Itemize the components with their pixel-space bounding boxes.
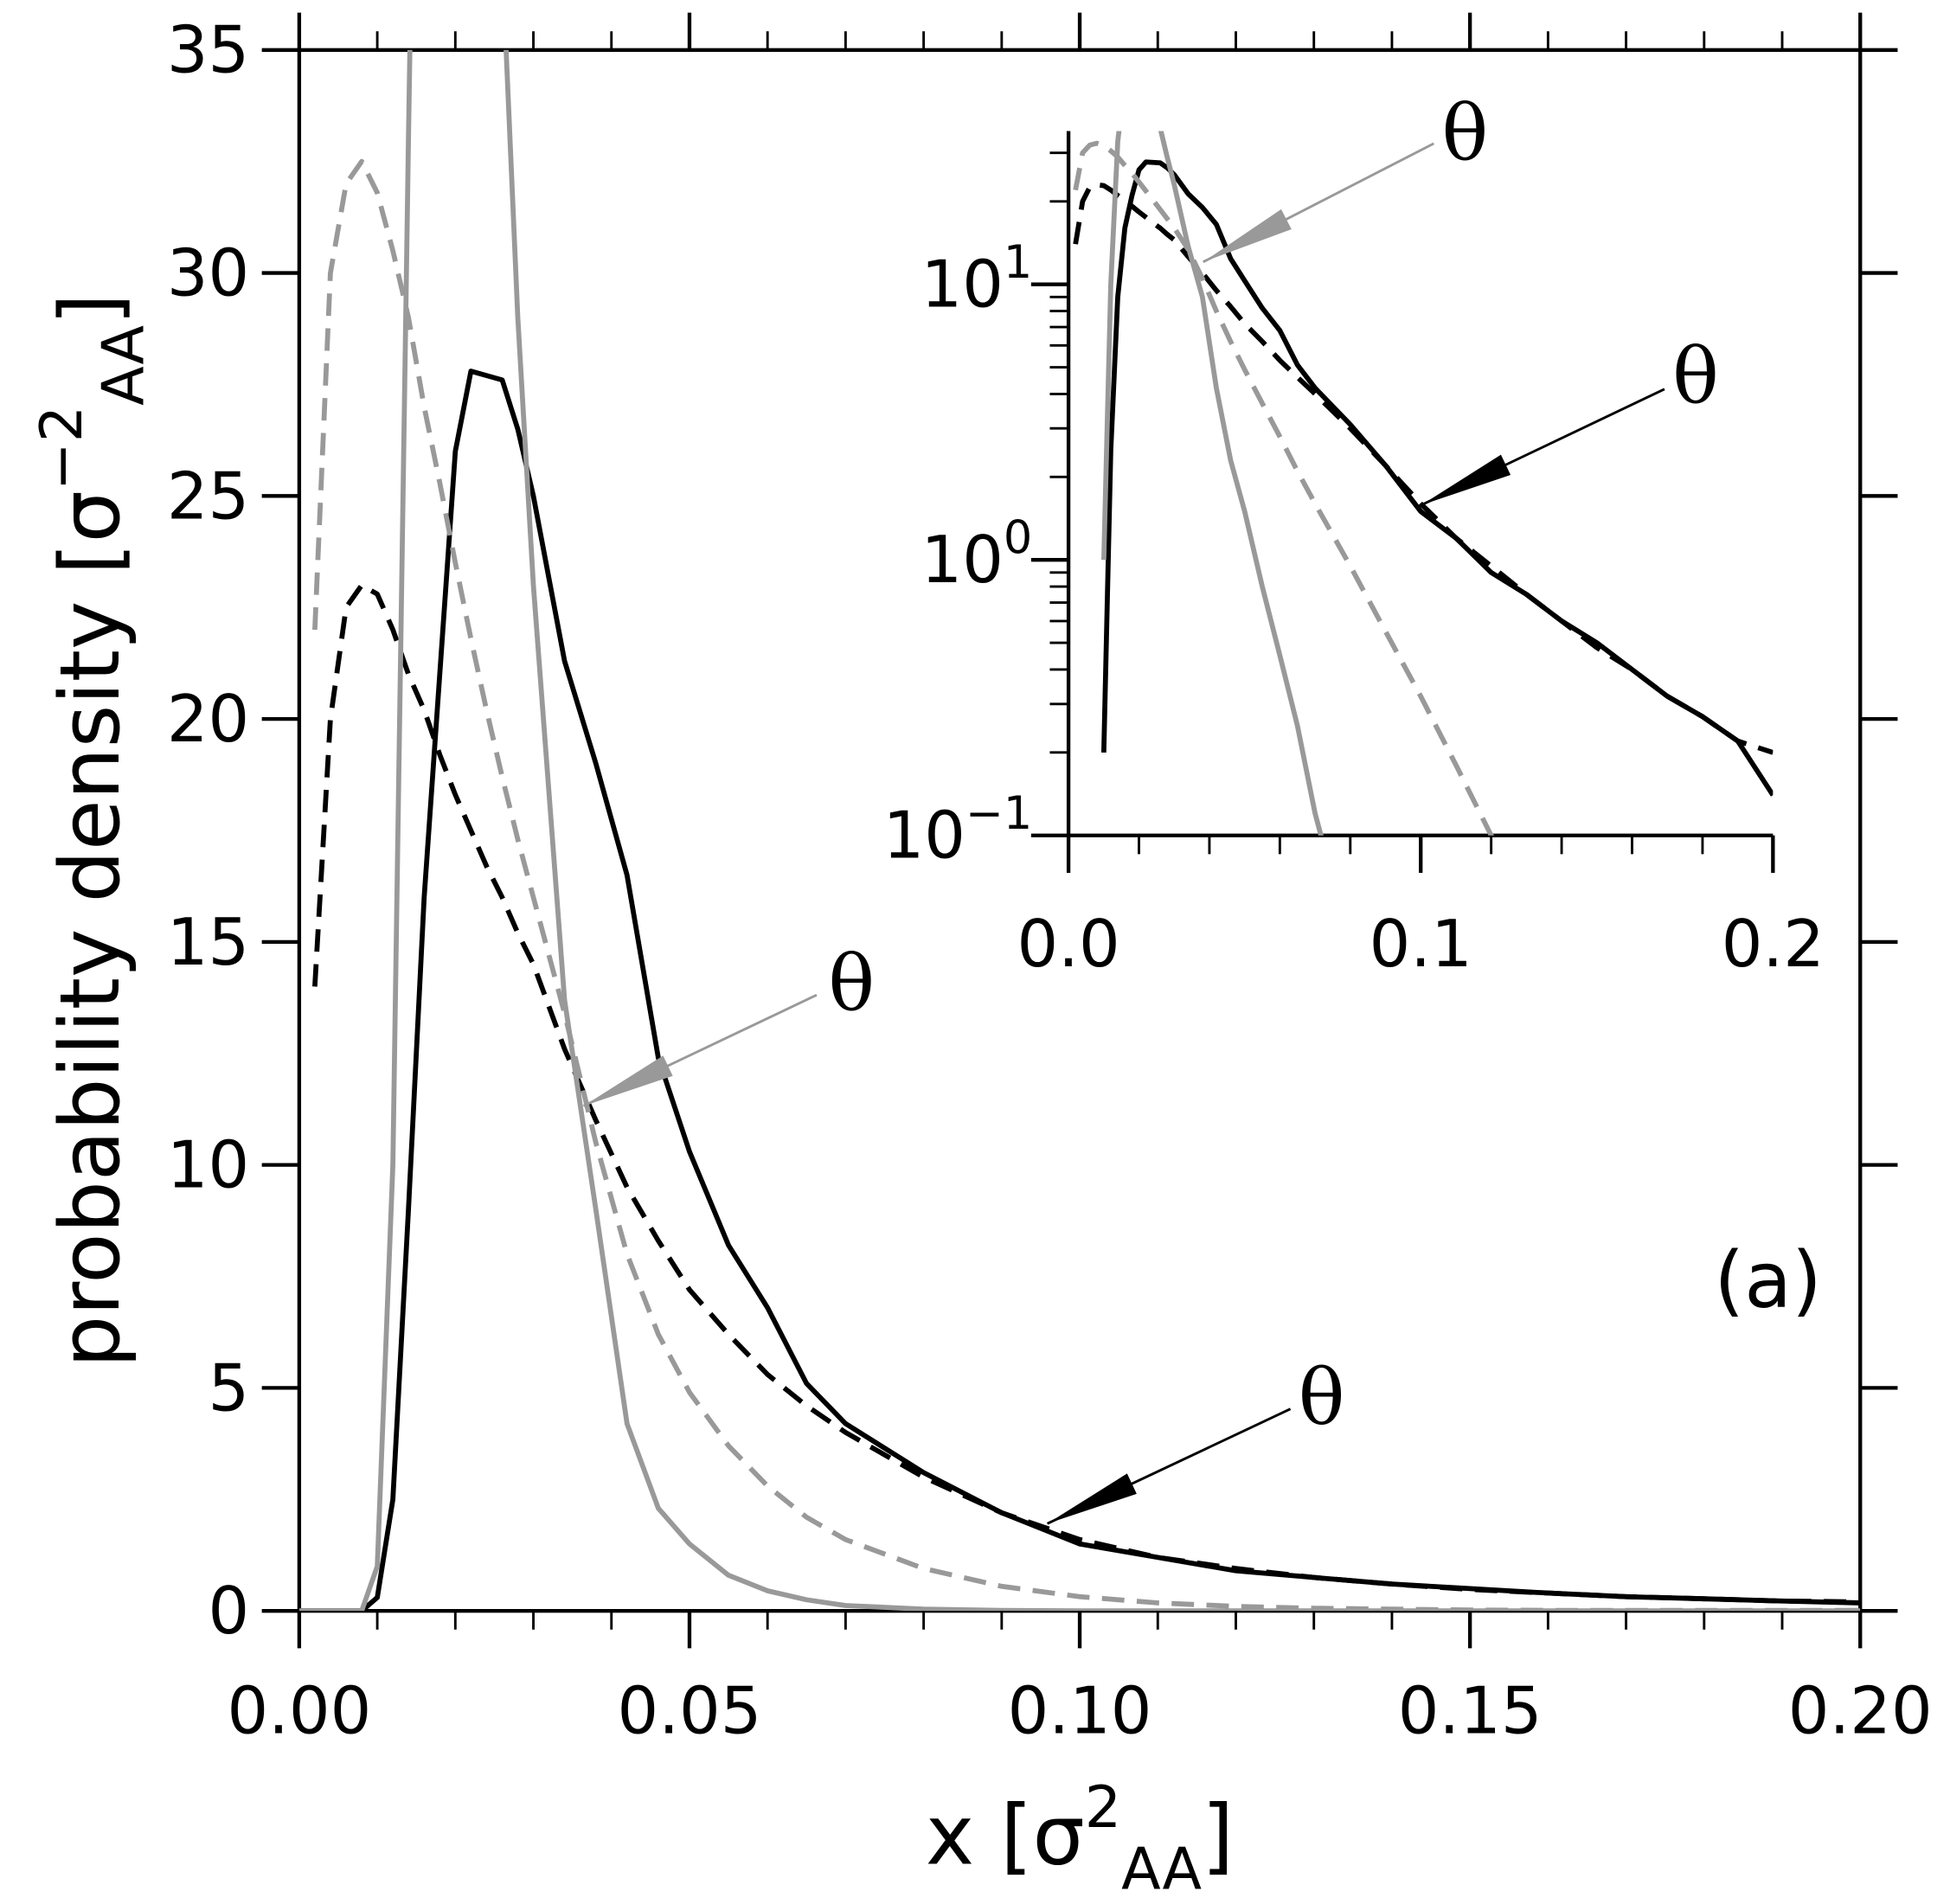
plot-area	[298, 49, 1861, 1612]
y-tick-label: 20	[167, 681, 249, 757]
series-line	[1100, 131, 1324, 836]
y-tick-label: 25	[167, 458, 249, 534]
arrow-head	[1421, 454, 1511, 505]
arrow-head	[1203, 208, 1292, 262]
x-tick-label: 0.10	[1008, 1672, 1152, 1748]
x-tick-label: 0.0	[1017, 906, 1119, 982]
x-tick-label: 0.15	[1398, 1672, 1543, 1748]
y-tick-label: 100	[921, 511, 1033, 598]
x-axis-label: x [σ2AA]	[926, 1773, 1234, 1902]
x-tick-label: 0.2	[1722, 906, 1825, 982]
annotation: θ	[1441, 89, 1488, 179]
y-tick-label: 10	[167, 1127, 249, 1203]
series-line	[1100, 159, 1774, 797]
series-line	[1073, 140, 1494, 836]
series-line	[1073, 182, 1774, 755]
plot-frame	[297, 48, 1863, 1613]
x-tick-label: 0.1	[1369, 906, 1472, 982]
x-tick-label: 0.05	[618, 1672, 762, 1748]
y-tick-label: 101	[921, 236, 1033, 323]
panel-label: (a)	[1714, 1236, 1821, 1326]
arrow-head	[583, 1055, 673, 1106]
y-tick-label: 10−1	[883, 787, 1033, 874]
y-axis-label: probability density [σ−2AA]	[28, 293, 157, 1368]
y-tick-label: 15	[167, 904, 249, 980]
arrow-head	[1047, 1473, 1137, 1524]
y-tick-label: 5	[208, 1349, 250, 1426]
y-tick-label: 35	[167, 12, 249, 88]
y-tick-label: 0	[208, 1573, 250, 1649]
x-tick-label: 0.20	[1788, 1672, 1933, 1748]
annotation: θ	[1299, 1353, 1345, 1443]
series-line	[298, 49, 1861, 1612]
plot-area	[1073, 131, 1774, 836]
series-line	[312, 582, 1861, 1605]
annotation: θ	[828, 939, 875, 1029]
y-tick-label: 30	[167, 235, 249, 311]
series-line	[312, 158, 1861, 1612]
x-tick-label: 0.00	[227, 1672, 371, 1748]
annotation: θ	[1672, 332, 1719, 422]
